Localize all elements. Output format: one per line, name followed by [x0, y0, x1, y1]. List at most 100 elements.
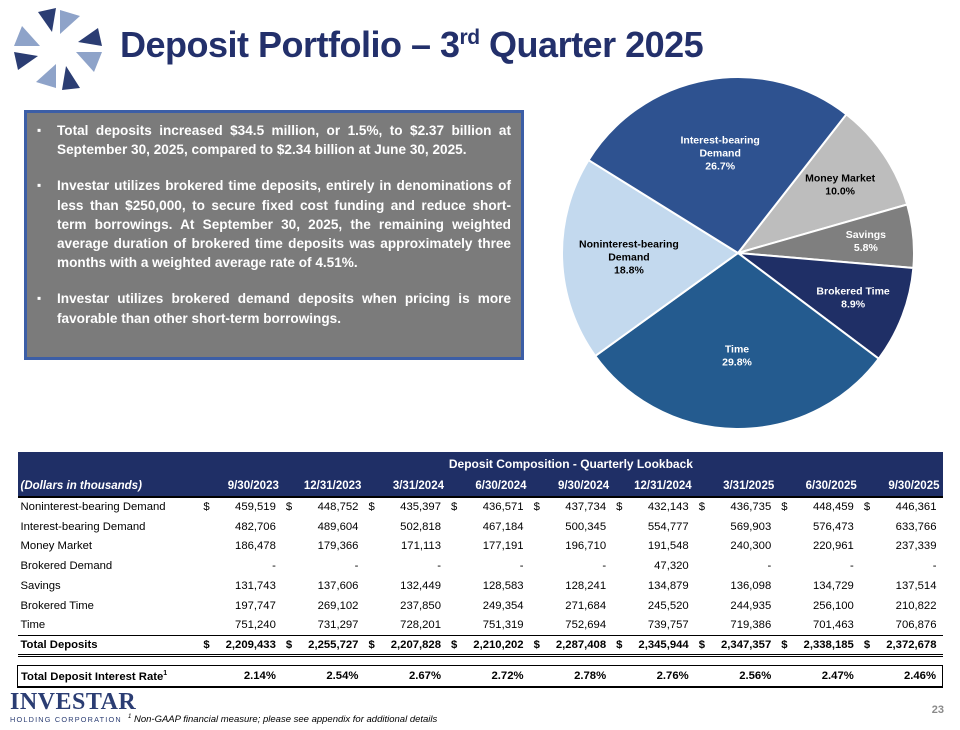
bullet-item: Investar utilizes brokered time deposits… [37, 176, 511, 272]
table-cell: 134,879 [647, 580, 689, 593]
currency-symbol [777, 537, 789, 557]
currency-symbol: $ [859, 635, 872, 657]
pie-slice-label: Money Market 10.0% [805, 173, 876, 198]
currency-symbol [447, 556, 459, 576]
table-cell: 706,876 [895, 619, 937, 632]
currency-symbol: $ [281, 635, 294, 657]
pie-slice [593, 251, 881, 430]
currency-symbol [199, 596, 211, 616]
table-column-header: 9/30/2023 [199, 475, 282, 498]
table-cell: 2.14% [211, 664, 282, 689]
table-cell: 719,386 [730, 619, 772, 632]
currency-symbol [860, 616, 872, 636]
currency-symbol [530, 596, 542, 616]
currency-symbol [447, 616, 459, 636]
table-cell: 2.56% [706, 664, 778, 689]
currency-symbol [364, 576, 376, 596]
table-cell: - [272, 560, 276, 573]
currency-symbol [695, 556, 707, 576]
currency-symbol [447, 517, 459, 537]
bullet-item: Total deposits increased $34.5 million, … [37, 121, 511, 159]
currency-symbol [695, 517, 707, 537]
table-row: Total Deposit Interest Rate1 2.14% 2.54% 2.… [17, 664, 943, 689]
currency-symbol [530, 576, 542, 596]
table-cell: - [767, 560, 772, 573]
currency-symbol [777, 576, 789, 596]
table-cell: 2.47% [789, 664, 860, 689]
currency-symbol [282, 576, 294, 596]
table-cell: 47,320 [654, 560, 689, 573]
currency-symbol [612, 576, 624, 596]
table-cell: 271,684 [565, 599, 607, 612]
currency-symbol [612, 537, 624, 557]
row-label: Total Deposit Interest Rate1 [17, 664, 200, 689]
table-cell: 128,583 [482, 580, 524, 593]
row-label: Total Deposits [17, 635, 200, 657]
currency-symbol [859, 664, 872, 689]
table-cell: 437,734 [565, 501, 607, 514]
table-cell: 2,287,408 [541, 635, 613, 657]
table-cell: 249,354 [482, 599, 524, 612]
pie-slice-label: Time 29.8% [722, 344, 752, 369]
pie-slice [734, 251, 915, 361]
currency-symbol [364, 556, 376, 576]
currency-symbol [447, 664, 459, 689]
table-cell: 554,777 [647, 520, 689, 533]
table-cell: 136,098 [730, 580, 772, 593]
table-cell: 269,102 [317, 599, 359, 612]
currency-symbol [199, 576, 211, 596]
currency-symbol [860, 537, 872, 557]
currency-symbol [529, 664, 542, 689]
currency-symbol: $ [529, 635, 542, 657]
table-cell: 448,752 [317, 501, 359, 514]
table-cell: 435,397 [400, 501, 441, 514]
table-cell: 569,903 [730, 520, 772, 533]
table-cell: 2.46% [871, 664, 943, 689]
table-cell: 134,729 [812, 580, 854, 593]
currency-symbol [530, 517, 542, 537]
table-title: Deposit Composition - Quarterly Lookback [199, 452, 943, 475]
table-cell: 502,818 [400, 520, 441, 533]
currency-symbol: $ [533, 501, 540, 514]
currency-symbol [612, 596, 624, 616]
currency-symbol: $ [694, 635, 707, 657]
currency-symbol [447, 537, 459, 557]
table-cell: 2.67% [376, 664, 447, 689]
table-cell: 137,514 [895, 580, 937, 593]
brand-subtitle: HOLDING CORPORATION [10, 715, 122, 724]
table-row: Savings 131,743 137,606 132,449 128,583 128,2… [18, 576, 943, 596]
currency-symbol [777, 596, 789, 616]
currency-symbol [530, 556, 542, 576]
currency-symbol [860, 556, 872, 576]
table-cell: - [602, 560, 607, 573]
currency-symbol [364, 596, 376, 616]
table-cell: 244,935 [730, 599, 772, 612]
row-label: Brokered Time [20, 599, 94, 612]
currency-symbol [282, 596, 294, 616]
currency-symbol: $ [863, 501, 871, 514]
currency-symbol: $ [199, 635, 212, 657]
table-cell: 448,459 [812, 501, 854, 514]
currency-symbol [199, 556, 211, 576]
currency-symbol: $ [612, 635, 625, 657]
currency-symbol [695, 537, 707, 557]
currency-symbol: $ [203, 501, 210, 514]
currency-symbol [695, 616, 707, 636]
table-cell: - [437, 560, 441, 573]
currency-symbol: $ [451, 501, 458, 514]
currency-symbol [777, 556, 789, 576]
row-label: Noninterest-bearing Demand [20, 501, 166, 514]
table-cell: 2.54% [293, 664, 365, 689]
row-label: Savings [20, 580, 61, 593]
table-cell: 220,961 [812, 540, 854, 553]
table-cell: 701,463 [812, 619, 854, 632]
table-cell: 446,361 [895, 501, 937, 514]
currency-symbol [364, 517, 376, 537]
table-cell: 237,850 [400, 599, 441, 612]
row-label: Money Market [20, 540, 93, 553]
currency-symbol [777, 616, 789, 636]
table-row: Time 751,240 731,297 728,201 751,319 752,694 7… [18, 616, 943, 636]
table-cell: 739,757 [647, 619, 689, 632]
pie-slice-label: Interest-bearing Demand 26.7% [680, 134, 759, 172]
brand-name: INVESTAR [10, 689, 137, 715]
